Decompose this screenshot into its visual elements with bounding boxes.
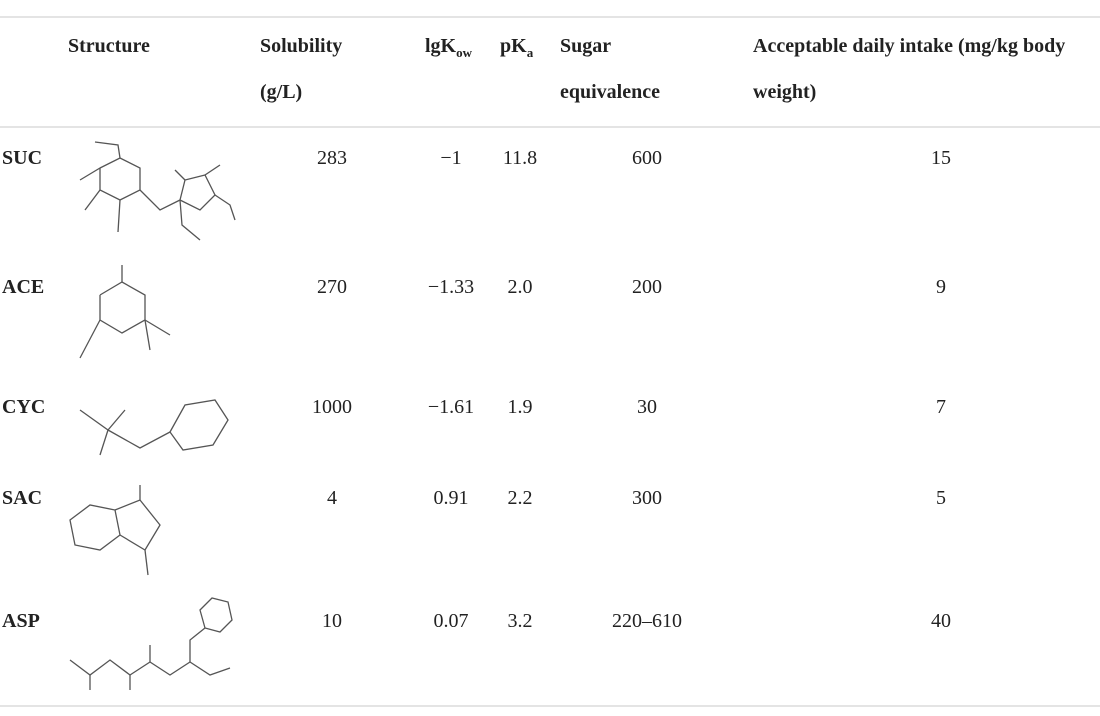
bond	[117, 199, 121, 233]
cell-pka: 3.2	[507, 610, 533, 632]
cell-sugar: 30	[637, 396, 657, 418]
ring	[139, 174, 216, 211]
bond	[84, 189, 101, 211]
cell-solubility: 4	[327, 487, 337, 509]
cell-adi: 7	[936, 396, 946, 418]
header-pka: pKa	[500, 23, 533, 76]
bond	[214, 194, 236, 221]
header-pka-sub: a	[526, 45, 534, 60]
bond	[107, 429, 171, 449]
cell-sugar: 220–610	[612, 610, 682, 632]
header-lgkow-sub: ow	[456, 45, 473, 60]
cell-pka: 1.9	[507, 396, 533, 418]
bottom-rule	[0, 705, 1100, 707]
bond	[189, 627, 206, 662]
ring	[99, 281, 146, 334]
bond	[144, 549, 149, 576]
cell-adi: 40	[931, 610, 951, 632]
bond	[144, 319, 171, 336]
bond	[144, 319, 151, 351]
row-label: ASP	[2, 610, 40, 632]
cell-sugar: 200	[632, 276, 662, 298]
header-rule	[0, 126, 1100, 128]
bond	[99, 429, 109, 456]
row-label: ACE	[2, 276, 45, 298]
bond	[179, 199, 201, 241]
bond	[94, 141, 121, 159]
cell-solubility: 1000	[312, 396, 352, 418]
cell-pka: 2.2	[507, 487, 533, 509]
header-adi: Acceptable daily intake (mg/kg body weig…	[753, 35, 1066, 103]
header-pka-main: pK	[500, 35, 527, 57]
row-label: SUC	[2, 147, 43, 169]
row-label: CYC	[2, 396, 46, 418]
ring	[114, 499, 161, 551]
cell-sugar: 300	[632, 487, 662, 509]
bond	[174, 169, 186, 181]
ring	[79, 157, 141, 201]
ring	[199, 597, 233, 633]
cell-adi: 15	[931, 147, 951, 169]
cell-solubility: 283	[317, 147, 347, 169]
cell-pka: 11.8	[502, 147, 538, 169]
ring	[69, 504, 121, 551]
row-label: SAC	[2, 487, 43, 509]
cell-sugar: 600	[632, 147, 662, 169]
ring	[169, 399, 229, 451]
cell-adi: 9	[936, 276, 946, 298]
top-rule	[0, 16, 1100, 18]
header-structure: Structure	[68, 35, 150, 57]
cell-lgkow: 0.91	[433, 487, 469, 509]
header-sugar: Sugar equivalence	[560, 35, 660, 103]
cell-solubility: 270	[317, 276, 347, 298]
cell-pka: 2.0	[507, 276, 533, 298]
cell-adi: 5	[936, 487, 946, 509]
cell-lgkow: −1.61	[427, 396, 475, 418]
bond	[204, 164, 221, 176]
bond	[79, 409, 126, 431]
header-solubility: Solubility (g/L)	[260, 35, 343, 103]
header-lgkow: lgKow	[425, 23, 472, 76]
cell-lgkow: −1.33	[427, 276, 475, 298]
chain	[69, 659, 231, 676]
header-lgkow-main: lgK	[425, 35, 457, 57]
cell-lgkow: −1	[440, 147, 462, 169]
cell-solubility: 10	[322, 610, 342, 632]
cell-lgkow: 0.07	[433, 610, 469, 632]
bond	[79, 319, 101, 359]
